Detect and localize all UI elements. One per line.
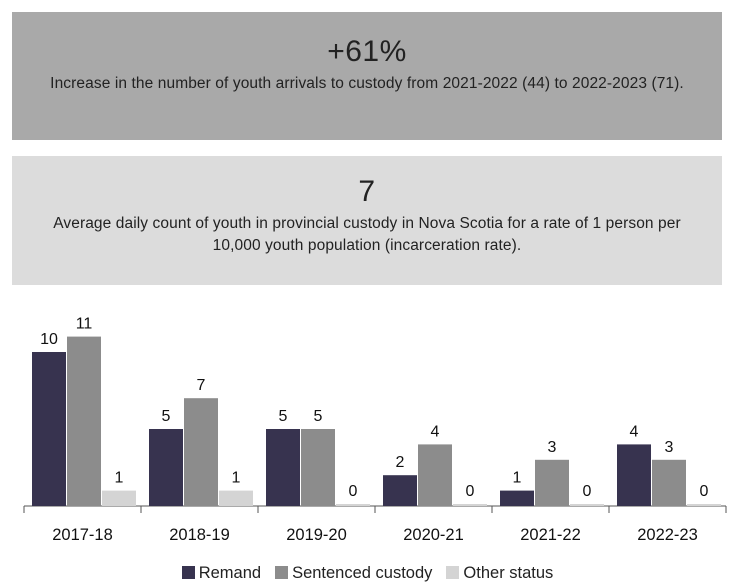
bar-remand	[149, 429, 183, 506]
data-label: 0	[349, 483, 358, 500]
legend-item: Sentenced custody	[275, 563, 432, 583]
legend-swatch	[181, 566, 195, 579]
stat-description-arrivals: Increase in the number of youth arrivals…	[50, 75, 684, 92]
data-label: 4	[630, 423, 639, 440]
stat-box-arrivals: +61% Increase in the number of youth arr…	[12, 12, 722, 140]
legend-label: Sentenced custody	[292, 564, 433, 582]
legend-item: Other status	[446, 563, 553, 583]
data-label: 5	[314, 408, 323, 425]
x-tick-label: 2018-19	[169, 526, 230, 544]
data-label: 5	[279, 408, 288, 425]
bar-other-status	[687, 504, 721, 506]
data-label: 11	[76, 316, 93, 333]
data-label: 1	[232, 470, 241, 487]
data-label: 2	[396, 454, 405, 471]
data-label: 7	[197, 377, 206, 394]
data-label: 5	[162, 408, 171, 425]
bar-other-status	[570, 504, 604, 506]
stat-value-daily-count: 7	[358, 175, 376, 208]
legend-item: Remand	[181, 563, 262, 583]
legend-label: Other status	[463, 564, 554, 582]
bar-sentenced-custody	[652, 459, 686, 506]
data-label: 1	[115, 470, 124, 487]
stat-box-daily-count: 7 Average daily count of youth in provin…	[12, 156, 722, 285]
bar-sentenced-custody	[301, 429, 335, 506]
bar-other-status	[453, 504, 487, 506]
bar-sentenced-custody	[67, 336, 101, 506]
bar-sentenced-custody	[535, 459, 569, 506]
legend-swatch	[446, 566, 460, 579]
bar-sentenced-custody	[184, 398, 218, 506]
legend-label: Remand	[198, 564, 262, 582]
bar-sentenced-custody	[418, 444, 452, 506]
x-tick-label: 2021-22	[520, 526, 581, 544]
data-label: 3	[665, 439, 674, 456]
bar-other-status	[336, 504, 370, 506]
x-tick-label: 2020-21	[403, 526, 464, 544]
data-label: 1	[513, 470, 522, 487]
data-label: 0	[466, 483, 475, 500]
bar-other-status	[102, 490, 136, 506]
data-label: 0	[700, 483, 709, 500]
bar-other-status	[219, 490, 253, 506]
data-label: 4	[431, 423, 440, 440]
bar-remand	[617, 444, 651, 506]
stat-description-daily-count: Average daily count of youth in provinci…	[53, 215, 681, 254]
x-tick-label: 2019-20	[286, 526, 347, 544]
x-tick-label: 2017-18	[52, 526, 113, 544]
x-tick-label: 2022-23	[637, 526, 698, 544]
bar-remand	[266, 429, 300, 506]
data-label: 0	[583, 483, 592, 500]
bar-remand	[500, 490, 534, 506]
stat-value-arrivals: +61%	[327, 35, 407, 68]
data-label: 3	[548, 439, 557, 456]
bar-remand	[32, 352, 66, 506]
data-label: 10	[40, 331, 58, 348]
legend-swatch	[275, 566, 289, 579]
chart-legend: Remand Sentenced custody Other status	[0, 563, 735, 583]
bar-remand	[383, 475, 417, 506]
